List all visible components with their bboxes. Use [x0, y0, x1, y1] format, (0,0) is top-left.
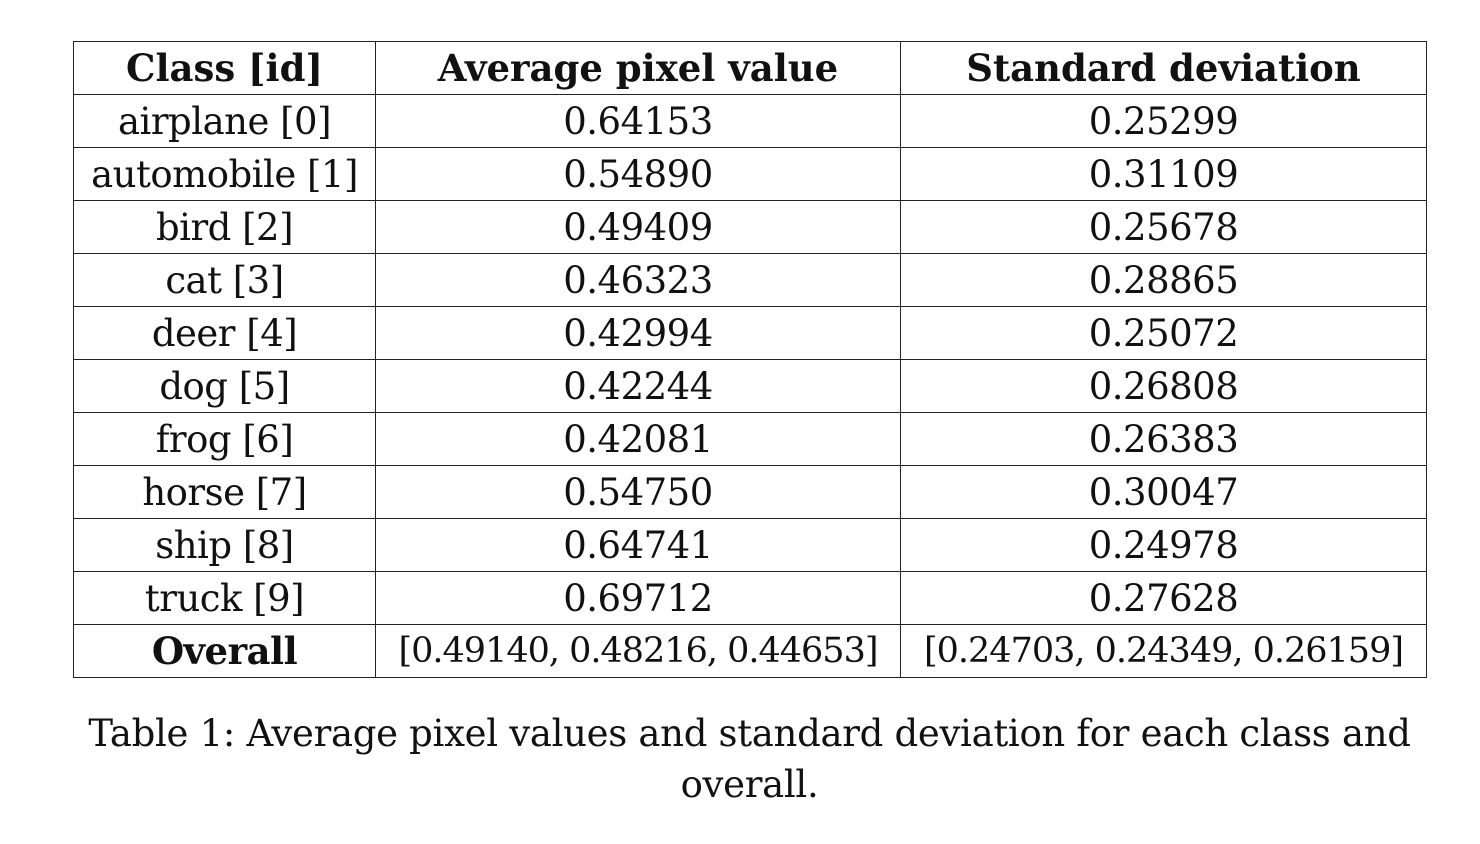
mean-cell: 0.42244 — [375, 359, 901, 413]
class-cell: automobile [1] — [73, 147, 376, 201]
overall-row: Overall [0.49140, 0.48216, 0.44653] [0.2… — [73, 624, 1427, 678]
std-cell: 0.25299 — [900, 94, 1427, 148]
class-cell: cat [3] — [73, 253, 376, 307]
table-row: airplane [0] 0.64153 0.25299 — [73, 94, 1427, 148]
caption-line-1: Table 1: Average pixel values and standa… — [88, 712, 1411, 755]
mean-cell: 0.49409 — [375, 200, 901, 254]
table-row: automobile [1] 0.54890 0.31109 — [73, 147, 1427, 201]
std-cell: 0.26808 — [900, 359, 1427, 413]
class-cell: dog [5] — [73, 359, 376, 413]
header-average-pixel-value: Average pixel value — [375, 41, 901, 95]
mean-cell: 0.42081 — [375, 412, 901, 466]
overall-label-cell: Overall — [73, 624, 376, 678]
mean-cell: 0.54890 — [375, 147, 901, 201]
class-cell: ship [8] — [73, 518, 376, 572]
table-caption: Table 1: Average pixel values and standa… — [73, 708, 1426, 810]
std-cell: 0.28865 — [900, 253, 1427, 307]
mean-cell: 0.64741 — [375, 518, 901, 572]
caption-line-2: overall. — [680, 763, 819, 806]
std-cell: 0.31109 — [900, 147, 1427, 201]
class-cell: airplane [0] — [73, 94, 376, 148]
class-cell: deer [4] — [73, 306, 376, 360]
table-header-row: Class [id] Average pixel value Standard … — [73, 41, 1427, 95]
header-standard-deviation: Standard deviation — [900, 41, 1427, 95]
mean-cell: 0.42994 — [375, 306, 901, 360]
header-class-id: Class [id] — [73, 41, 376, 95]
table-row: deer [4] 0.42994 0.25072 — [73, 306, 1427, 360]
overall-mean-cell: [0.49140, 0.48216, 0.44653] — [375, 624, 901, 678]
class-cell: horse [7] — [73, 465, 376, 519]
class-statistics-table: Class [id] Average pixel value Standard … — [73, 41, 1427, 678]
stats-table-container: Class [id] Average pixel value Standard … — [73, 41, 1427, 678]
table-row: bird [2] 0.49409 0.25678 — [73, 200, 1427, 254]
std-cell: 0.25072 — [900, 306, 1427, 360]
std-cell: 0.27628 — [900, 571, 1427, 625]
table-row: ship [8] 0.64741 0.24978 — [73, 518, 1427, 572]
mean-cell: 0.54750 — [375, 465, 901, 519]
mean-cell: 0.46323 — [375, 253, 901, 307]
class-cell: bird [2] — [73, 200, 376, 254]
class-cell: truck [9] — [73, 571, 376, 625]
std-cell: 0.24978 — [900, 518, 1427, 572]
mean-cell: 0.69712 — [375, 571, 901, 625]
std-cell: 0.30047 — [900, 465, 1427, 519]
std-cell: 0.26383 — [900, 412, 1427, 466]
mean-cell: 0.64153 — [375, 94, 901, 148]
class-cell: frog [6] — [73, 412, 376, 466]
table-row: horse [7] 0.54750 0.30047 — [73, 465, 1427, 519]
table-row: frog [6] 0.42081 0.26383 — [73, 412, 1427, 466]
table-row: truck [9] 0.69712 0.27628 — [73, 571, 1427, 625]
table-row: cat [3] 0.46323 0.28865 — [73, 253, 1427, 307]
overall-std-cell: [0.24703, 0.24349, 0.26159] — [900, 624, 1427, 678]
std-cell: 0.25678 — [900, 200, 1427, 254]
table-row: dog [5] 0.42244 0.26808 — [73, 359, 1427, 413]
